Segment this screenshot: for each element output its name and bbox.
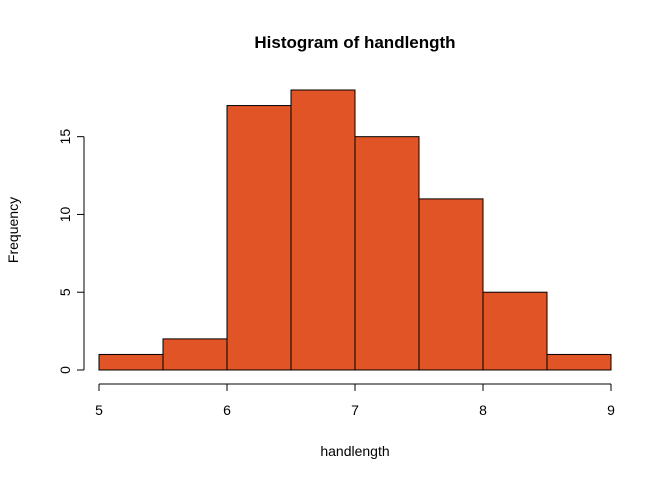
y-axis: 0 5 10 15 — [57, 129, 85, 374]
x-tick-label-1: 6 — [223, 402, 231, 418]
bars-group — [98, 89, 612, 371]
x-tick-label-4: 9 — [607, 402, 615, 418]
x-tick-label-0: 5 — [95, 402, 103, 418]
histogram-bar-6 — [482, 291, 548, 371]
y-tick-label-1: 5 — [57, 288, 73, 296]
x-tick-label-3: 8 — [479, 402, 487, 418]
histogram-bar-2 — [226, 105, 292, 371]
x-axis: 5 6 7 8 9 — [95, 383, 615, 418]
y-axis-label: Frequency — [5, 197, 21, 263]
y-tick-label-2: 10 — [57, 206, 73, 222]
histogram-bar-5 — [418, 198, 484, 371]
histogram-bar-7 — [546, 353, 612, 371]
histogram-bar-4 — [354, 136, 420, 371]
y-tick-label-0: 0 — [57, 366, 73, 374]
y-tick-label-3: 15 — [57, 129, 73, 145]
x-tick-label-2: 7 — [351, 402, 359, 418]
histogram-bar-3 — [290, 89, 356, 371]
x-axis-label: handlength — [320, 443, 389, 459]
histogram-bar-0 — [98, 353, 164, 371]
histogram-bar-1 — [162, 338, 228, 371]
chart-title: Histogram of handlength — [254, 33, 455, 52]
